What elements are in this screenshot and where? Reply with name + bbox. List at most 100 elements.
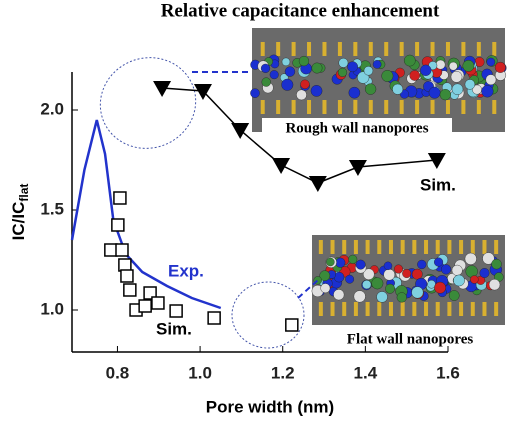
wall <box>476 100 481 114</box>
chart-title: Relative capacitance enhancement <box>161 0 440 21</box>
sphere <box>326 257 335 267</box>
sphere <box>486 57 496 67</box>
sphere <box>440 264 452 275</box>
wall <box>307 100 312 114</box>
sphere <box>434 281 446 294</box>
sphere <box>448 290 460 301</box>
square-marker <box>113 191 127 205</box>
sphere <box>450 71 463 83</box>
wall <box>368 42 373 56</box>
wall <box>384 100 389 114</box>
sphere <box>281 78 294 91</box>
wall <box>470 302 475 316</box>
wall <box>342 240 347 254</box>
ellipse <box>231 281 305 349</box>
wall <box>492 42 497 56</box>
wall <box>276 100 281 114</box>
wall <box>476 42 481 56</box>
square-marker <box>169 304 183 318</box>
sphere <box>347 61 358 73</box>
wall <box>482 302 487 316</box>
x-tick-label: 1.4 <box>354 363 378 382</box>
sphere <box>337 67 348 78</box>
sphere <box>296 89 307 101</box>
wall <box>260 42 265 56</box>
sphere <box>385 283 395 294</box>
sphere <box>420 64 432 76</box>
sphere <box>300 79 310 89</box>
sphere <box>281 57 291 67</box>
square-marker <box>118 258 132 272</box>
sphere <box>403 54 416 67</box>
triangle-marker <box>348 160 367 176</box>
sphere <box>333 289 345 301</box>
wall <box>435 302 440 316</box>
wall <box>368 100 373 114</box>
flat-inset <box>311 235 505 325</box>
wall <box>445 42 450 56</box>
wall <box>337 42 342 56</box>
y-axis-label-main: IC/IC <box>9 202 28 241</box>
wall <box>424 302 429 316</box>
x-tick-label: 0.8 <box>106 363 130 382</box>
sphere <box>453 274 465 287</box>
wall <box>260 100 265 114</box>
y-axis-label-sub: flat <box>17 184 31 202</box>
sphere <box>319 270 331 282</box>
wall <box>461 100 466 114</box>
sphere <box>338 57 349 68</box>
wall <box>388 240 393 254</box>
x-tick-label: 1.6 <box>436 363 460 382</box>
wall <box>492 100 497 114</box>
wall <box>276 42 281 56</box>
wall <box>342 302 347 316</box>
y-tick-label: 1.5 <box>40 199 64 218</box>
triangle-marker <box>427 153 446 169</box>
sphere <box>482 252 495 265</box>
sphere <box>481 85 494 98</box>
wall <box>365 302 370 316</box>
rough-inset <box>250 28 507 138</box>
annotation: Sim. <box>156 319 192 338</box>
sphere <box>393 264 403 274</box>
wall <box>307 42 312 56</box>
sphere <box>348 254 358 264</box>
sphere <box>417 259 427 270</box>
sphere <box>411 286 424 299</box>
sphere <box>250 88 260 98</box>
annotation: Sim. <box>420 175 456 194</box>
wall <box>291 42 296 56</box>
wall <box>494 240 499 254</box>
wall <box>445 100 450 114</box>
x-tick-label: 1.0 <box>188 363 212 382</box>
wall <box>459 302 464 316</box>
sphere <box>392 83 404 95</box>
wall <box>415 100 420 114</box>
sphere <box>439 89 451 101</box>
sphere <box>491 258 502 270</box>
triangle-marker <box>193 84 212 100</box>
sphere <box>284 66 296 77</box>
wall <box>353 100 358 114</box>
triangle-marker <box>231 123 250 139</box>
wall <box>365 240 370 254</box>
square-marker <box>120 269 134 283</box>
wall <box>459 240 464 254</box>
wall <box>384 42 389 56</box>
wall <box>353 42 358 56</box>
wall <box>399 100 404 114</box>
square-marker <box>123 283 137 297</box>
sphere <box>335 257 346 268</box>
square-marker <box>143 286 157 300</box>
wall <box>494 302 499 316</box>
sphere <box>311 62 323 74</box>
sphere <box>320 283 331 294</box>
sphere <box>479 268 490 278</box>
square-marker <box>111 218 125 232</box>
wall <box>337 100 342 114</box>
sphere <box>451 264 463 276</box>
x-tick-label: 1.2 <box>271 363 295 382</box>
wall <box>399 42 404 56</box>
wall <box>330 240 335 254</box>
